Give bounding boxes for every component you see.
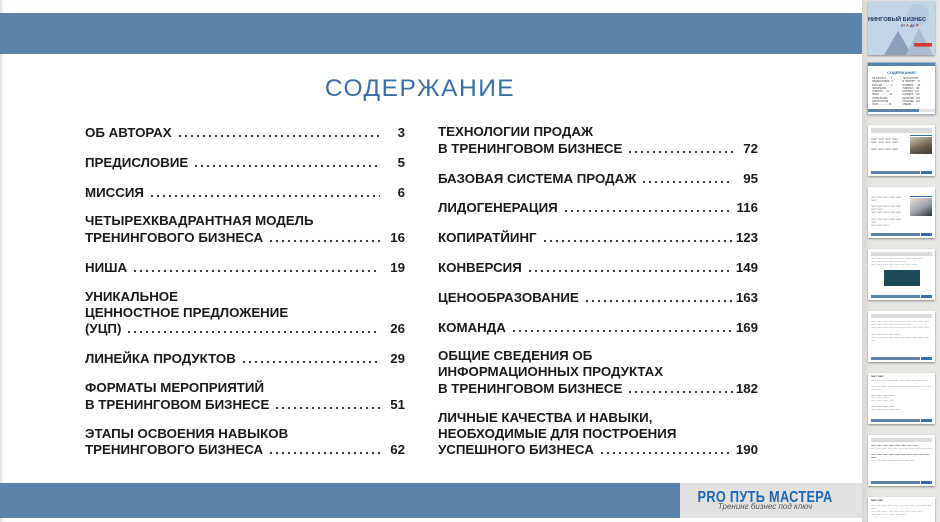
- svg-text:НИНГОВЫЙ БИЗНЕС: НИНГОВЫЙ БИЗНЕС: [868, 15, 926, 23]
- svg-text:от А до Я: от А до Я: [901, 24, 919, 28]
